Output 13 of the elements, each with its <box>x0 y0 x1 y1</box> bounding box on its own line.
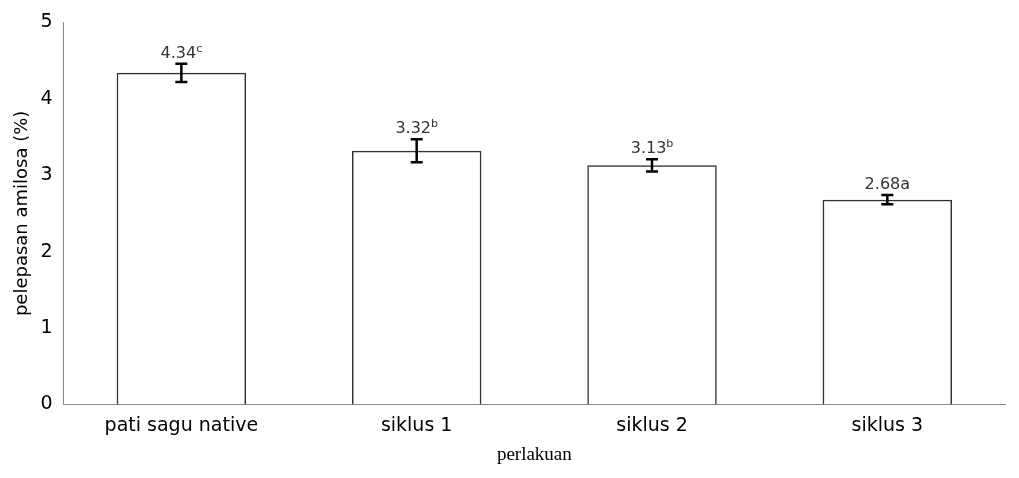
y-tick-label: 4 <box>40 85 53 108</box>
y-tick-label: 1 <box>40 314 53 337</box>
x-tick-label: siklus 3 <box>851 412 924 435</box>
data-label: 2.68a <box>864 174 911 194</box>
x-axis-title: perlakuan <box>496 442 573 464</box>
y-tick-label: 0 <box>40 391 53 414</box>
y-tick-label: 2 <box>40 238 53 261</box>
x-tick-label: siklus 2 <box>616 412 688 435</box>
y-tick-label: 3 <box>40 162 53 185</box>
x-tick-label: siklus 1 <box>380 412 453 435</box>
x-tick-label: pati sagu native <box>104 412 259 435</box>
y-axis-title: pelepasan amilosa (%) <box>10 110 32 317</box>
y-tick-label: 5 <box>40 9 53 32</box>
